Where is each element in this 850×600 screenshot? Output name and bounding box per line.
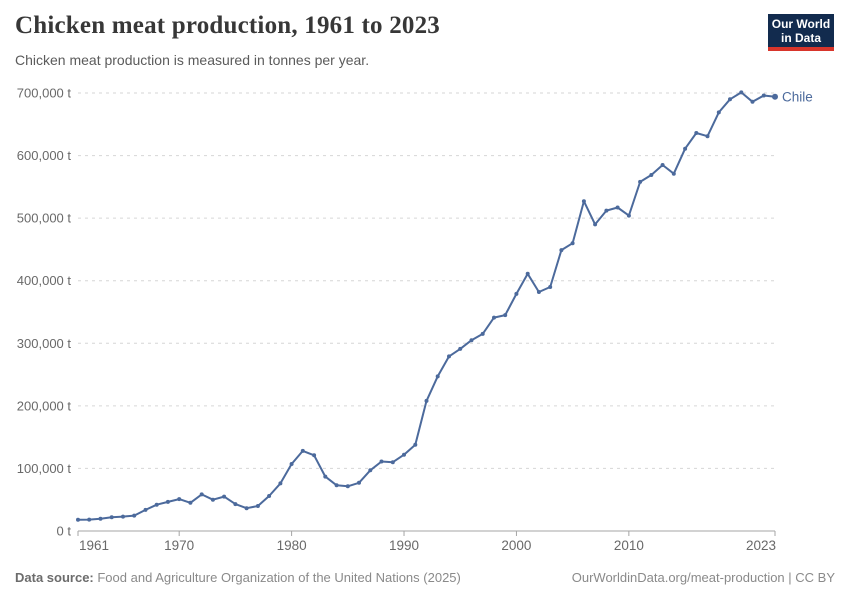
data-point-marker <box>739 90 744 95</box>
y-tick-label: 200,000 t <box>17 398 72 413</box>
data-point-marker <box>278 481 283 486</box>
data-point-marker <box>424 398 429 403</box>
data-point-marker <box>109 515 114 520</box>
data-point-marker <box>390 460 395 465</box>
y-tick-label: 600,000 t <box>17 148 72 163</box>
data-point-marker <box>154 502 159 507</box>
owid-logo-line1: Our World <box>771 16 831 31</box>
x-tick-label: 1990 <box>389 538 419 553</box>
data-point-marker <box>671 171 676 176</box>
data-point-marker <box>165 499 170 504</box>
data-point-marker <box>312 453 317 458</box>
chart-footer: Data source: Food and Agriculture Organi… <box>15 570 835 586</box>
credit-link[interactable]: OurWorldinData.org/meat-production | CC … <box>571 570 835 585</box>
data-point-marker <box>334 483 339 488</box>
data-point-marker <box>413 442 418 447</box>
data-point-marker <box>581 199 586 204</box>
data-point-marker <box>469 338 474 343</box>
data-point-marker <box>525 271 530 276</box>
data-point-marker <box>761 93 766 98</box>
series-end-marker <box>772 93 778 100</box>
data-source-text: Food and Agriculture Organization of the… <box>93 570 461 585</box>
owid-logo[interactable]: Our World in Data <box>768 14 834 51</box>
data-point-marker <box>716 110 721 115</box>
x-tick-label: 1980 <box>277 538 307 553</box>
data-point-marker <box>638 179 643 184</box>
data-point-marker <box>705 134 710 139</box>
data-point-marker <box>660 163 665 167</box>
x-tick-label: 2000 <box>501 538 531 553</box>
data-point-marker <box>750 99 755 104</box>
data-point-marker <box>255 504 260 508</box>
data-point-marker <box>177 497 182 502</box>
data-point-marker <box>683 146 688 151</box>
chart-subtitle: Chicken meat production is measured in t… <box>15 52 370 68</box>
data-point-marker <box>626 213 631 218</box>
data-point-marker <box>323 474 328 479</box>
data-point-marker <box>503 313 508 318</box>
owid-logo-line2: in Data <box>780 30 821 45</box>
data-point-marker <box>615 205 620 210</box>
data-point-marker <box>604 208 609 213</box>
data-point-marker <box>548 285 553 289</box>
y-tick-label: 500,000 t <box>17 211 72 226</box>
y-tick-label: 700,000 t <box>17 86 72 101</box>
x-tick-label: 1970 <box>164 538 194 553</box>
data-point-marker <box>210 497 215 502</box>
data-point-marker <box>143 507 148 512</box>
data-point-marker <box>649 173 654 177</box>
data-point-marker <box>447 354 451 359</box>
data-point-marker <box>379 459 384 464</box>
data-point-marker <box>300 448 305 453</box>
data-point-marker <box>570 241 575 246</box>
x-tick-label: 1961 <box>79 538 109 553</box>
data-point-marker <box>357 480 361 485</box>
data-source-note: Data source: Food and Agriculture Organi… <box>15 570 461 585</box>
data-point-marker <box>121 514 125 519</box>
data-point-marker <box>267 494 272 498</box>
data-point-marker <box>132 513 137 518</box>
series-end-label[interactable]: Chile <box>782 89 813 104</box>
x-tick-label: 2023 <box>746 538 776 553</box>
data-point-marker <box>76 517 80 522</box>
data-point-marker <box>289 462 294 466</box>
data-point-marker <box>222 494 227 499</box>
data-point-marker <box>593 222 598 227</box>
data-point-marker <box>559 248 564 253</box>
series-line[interactable] <box>77 91 776 521</box>
data-source-label: Data source: <box>15 570 94 585</box>
data-point-marker <box>345 484 350 489</box>
y-tick-label: 100,000 t <box>17 461 72 476</box>
y-tick-label: 400,000 t <box>17 273 72 288</box>
data-point-marker <box>87 517 92 522</box>
data-point-marker <box>244 506 249 511</box>
data-point-marker <box>402 452 406 457</box>
data-point-marker <box>480 331 485 336</box>
data-point-marker <box>536 290 541 294</box>
page-title: Chicken meat production, 1961 to 2023 <box>15 12 441 39</box>
data-point-marker <box>188 500 193 505</box>
data-point-marker <box>199 492 204 497</box>
data-point-marker <box>514 291 519 296</box>
data-point-marker <box>694 131 699 135</box>
data-point-marker <box>98 516 103 521</box>
data-point-marker <box>492 315 496 320</box>
x-tick-label: 2010 <box>614 538 644 553</box>
data-point-marker <box>458 346 463 351</box>
y-tick-label: 300,000 t <box>17 336 72 351</box>
data-point-marker <box>728 97 732 102</box>
data-point-marker <box>368 468 373 473</box>
data-point-marker <box>435 374 440 379</box>
y-tick-label: 0 t <box>57 524 72 539</box>
data-point-marker <box>233 502 238 507</box>
